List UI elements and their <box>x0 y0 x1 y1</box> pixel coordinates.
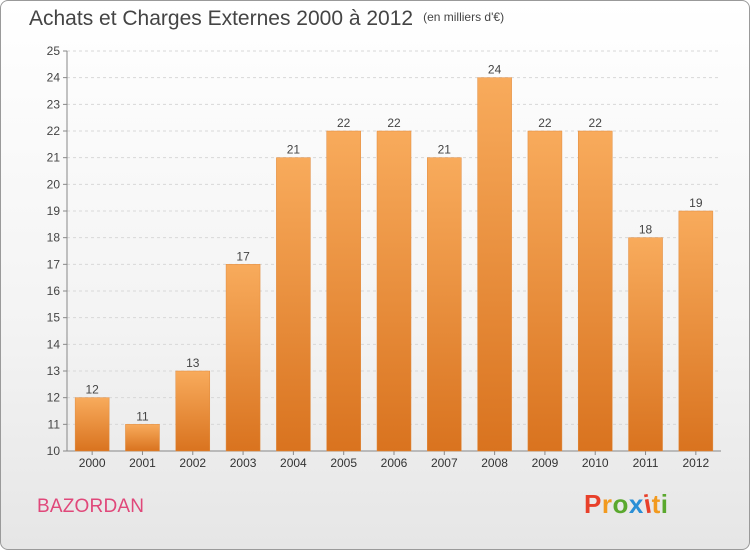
y-tick-label: 22 <box>47 124 61 138</box>
bar-2007 <box>427 157 462 452</box>
y-tick-label: 11 <box>48 417 61 431</box>
x-tick-label: 2006 <box>381 456 408 470</box>
x-tick-label: 2010 <box>582 456 609 470</box>
commune-name: BAZORDAN <box>37 496 145 517</box>
y-tick-label: 16 <box>47 284 61 298</box>
y-tick-label: 19 <box>47 204 61 218</box>
x-tick-label: 2011 <box>633 456 659 470</box>
logo-letter: x <box>628 489 644 519</box>
bar-2005 <box>326 130 361 452</box>
data-label: 24 <box>488 63 502 77</box>
data-label: 22 <box>589 116 603 130</box>
data-label: 18 <box>639 223 653 237</box>
bar-2000 <box>74 397 110 452</box>
data-label: 21 <box>438 143 452 157</box>
y-tick-label: 23 <box>47 97 61 111</box>
x-tick-label: 2002 <box>179 456 206 470</box>
bar-2001 <box>125 424 160 452</box>
x-tick-label: 2012 <box>682 456 709 470</box>
x-tick-label: 2005 <box>330 456 357 470</box>
data-label: 22 <box>337 116 351 130</box>
bars <box>74 77 714 452</box>
y-tick-label: 21 <box>47 151 61 165</box>
bar-2012 <box>678 210 714 452</box>
x-tick-label: 2008 <box>481 456 508 470</box>
x-tick-label: 2004 <box>280 456 307 470</box>
x-tick-label: 2000 <box>79 456 106 470</box>
chart-title-text: Achats et Charges Externes 2000 à 2012 <box>29 7 414 30</box>
data-label: 17 <box>236 249 250 263</box>
bar-2002 <box>175 370 211 452</box>
chart-title: Achats et Charges Externes 2000 à 2012 (e… <box>29 7 504 31</box>
logo-letter: P <box>584 489 602 519</box>
data-label: 21 <box>287 143 301 157</box>
data-labels: 12 11 13 17 21 22 22 21 24 22 22 18 19 <box>85 63 702 424</box>
y-tick-label: 20 <box>47 177 61 191</box>
data-label: 13 <box>186 356 200 370</box>
logo-letter: r <box>601 489 613 519</box>
y-tick-label: 14 <box>47 337 61 351</box>
bar-2011 <box>628 237 663 452</box>
y-tick-label: 24 <box>47 71 61 85</box>
logo-letter: o <box>612 489 629 519</box>
bar-2003 <box>225 264 261 452</box>
bar-2004 <box>276 157 311 452</box>
proxiti-logo: Proxiti <box>584 489 668 520</box>
bar-2009 <box>527 130 563 452</box>
bar-2008 <box>477 77 512 452</box>
y-tick-label: 10 <box>47 444 61 458</box>
x-tick-label: 2003 <box>230 456 257 470</box>
y-tick-label: 13 <box>47 364 61 378</box>
y-tick-label: 15 <box>47 311 61 325</box>
x-tick-label: 2009 <box>532 456 559 470</box>
y-tick-label: 17 <box>47 257 61 271</box>
y-tick-label: 18 <box>47 231 61 245</box>
y-tick-label: 12 <box>47 391 61 405</box>
bar-2006 <box>376 130 412 452</box>
data-label: 19 <box>689 196 703 210</box>
x-tick-label: 2001 <box>129 456 156 470</box>
logo-letter: t <box>651 489 661 519</box>
axes: 10 11 12 13 14 15 16 17 18 19 20 21 22 23 24 25 2000 2001… <box>47 44 721 470</box>
data-label: 11 <box>136 409 149 423</box>
logo-letter: i <box>660 489 669 519</box>
data-label: 22 <box>538 116 552 130</box>
y-tick-label: 25 <box>47 44 61 58</box>
bar-2010 <box>577 130 613 452</box>
data-label: 22 <box>387 116 401 130</box>
x-tick-label: 2007 <box>431 456 458 470</box>
chart-unit: (en milliers d'€) <box>423 10 505 24</box>
data-label: 12 <box>85 383 99 397</box>
